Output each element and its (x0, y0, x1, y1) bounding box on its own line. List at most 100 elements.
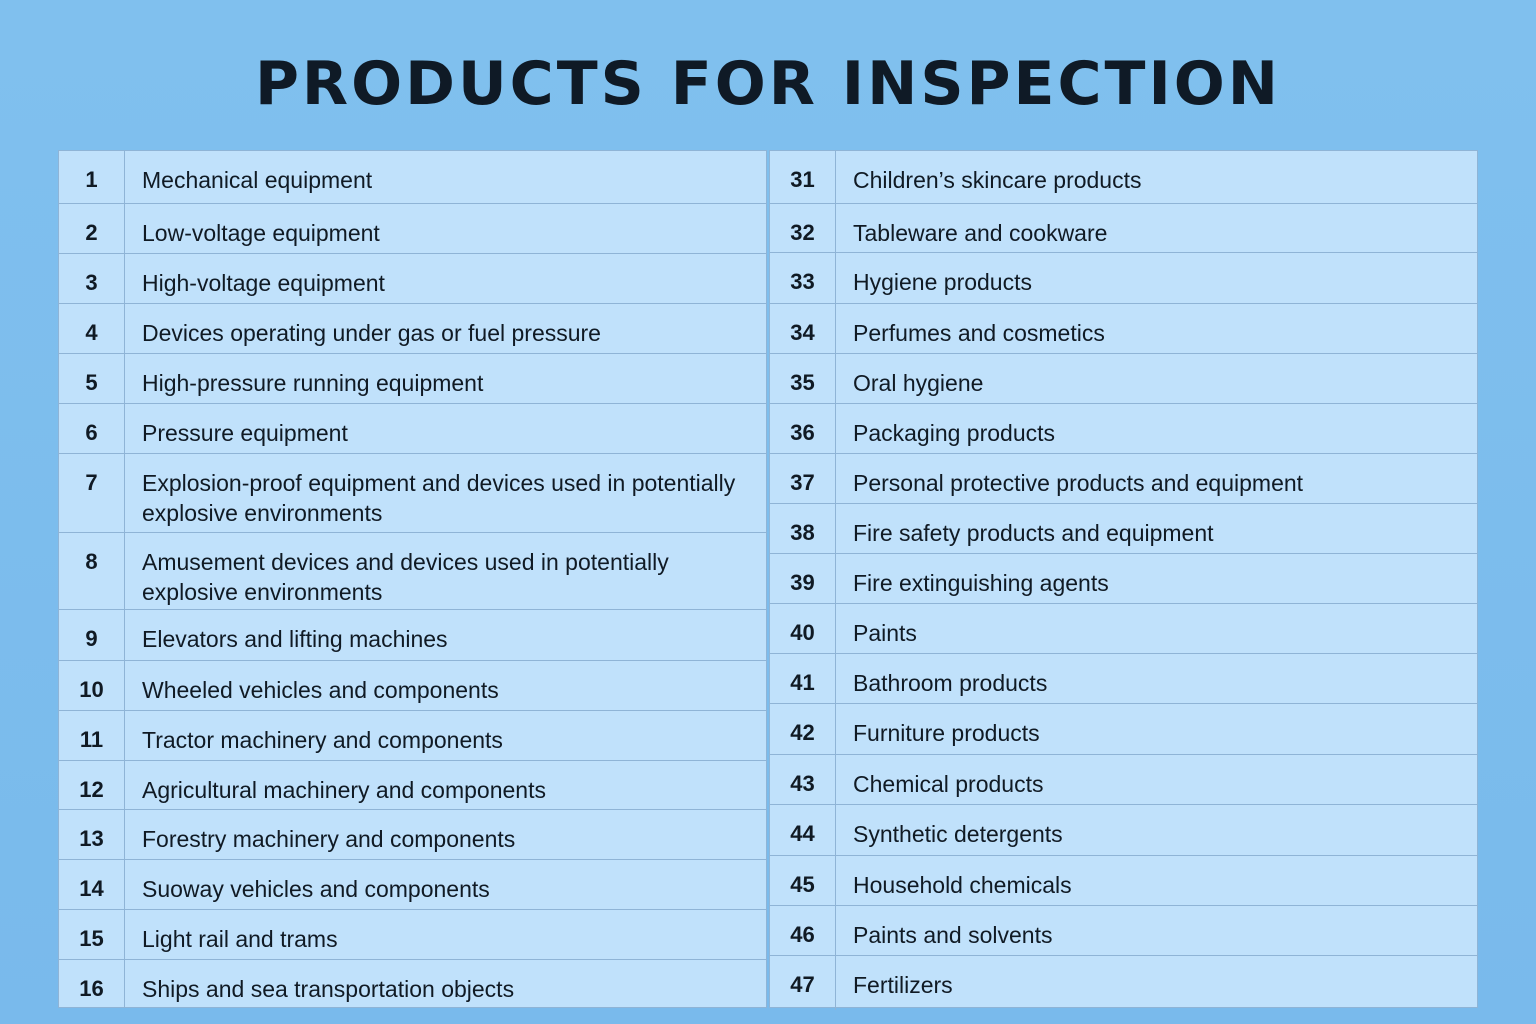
table-row: 31 Children’s skincare products (770, 151, 1477, 204)
row-label: Children’s skincare products (853, 167, 1142, 193)
table-row: 40 Paints (770, 604, 1477, 654)
table-row: 39 Fire extinguishing agents (770, 554, 1477, 604)
row-number: 14 (59, 860, 125, 909)
row-label: Amusement devices and devices used in po… (142, 549, 669, 605)
row-label: Mechanical equipment (142, 167, 373, 193)
row-label: Agricultural machinery and components (142, 777, 546, 803)
row-number: 46 (770, 906, 836, 955)
row-label: Tableware and cookware (853, 220, 1108, 246)
row-label: Fertilizers (853, 972, 953, 998)
row-label: Devices operating under gas or fuel pres… (142, 320, 601, 346)
row-label: Fire safety products and equipment (853, 520, 1214, 546)
row-label: Tractor machinery and components (142, 727, 503, 753)
row-label: Oral hygiene (853, 370, 984, 396)
table-row: 13 Forestry machinery and components (59, 810, 766, 860)
row-number: 33 (770, 253, 836, 303)
table-row: 9 Elevators and lifting machines (59, 610, 766, 661)
row-number: 5 (59, 354, 125, 403)
table-row: 41 Bathroom products (770, 654, 1477, 704)
row-number: 42 (770, 704, 836, 754)
row-label: Pressure equipment (142, 420, 348, 446)
row-number: 12 (59, 761, 125, 809)
row-label: Wheeled vehicles and components (142, 677, 499, 703)
row-label: Suoway vehicles and components (142, 876, 490, 902)
row-number: 15 (59, 910, 125, 959)
row-number: 3 (59, 254, 125, 303)
table-row: 4 Devices operating under gas or fuel pr… (59, 304, 766, 354)
products-column-left: 1 Mechanical equipment 2 Low-voltage equ… (58, 150, 767, 1008)
row-number: 34 (770, 304, 836, 353)
row-number: 4 (59, 304, 125, 353)
row-number: 1 (59, 151, 125, 203)
row-number: 39 (770, 554, 836, 603)
products-column-right: 31 Children’s skincare products 32 Table… (769, 150, 1478, 1010)
row-label: Chemical products (853, 771, 1044, 797)
table-row: 36 Packaging products (770, 404, 1477, 454)
row-label: High-voltage equipment (142, 270, 385, 296)
row-number: 38 (770, 504, 836, 553)
table-row: 37 Personal protective products and equi… (770, 454, 1477, 504)
row-number: 40 (770, 604, 836, 653)
row-number: 31 (770, 151, 836, 203)
row-number: 13 (59, 810, 125, 859)
row-number: 37 (770, 454, 836, 503)
table-row: 38 Fire safety products and equipment (770, 504, 1477, 554)
table-row: 6 Pressure equipment (59, 404, 766, 454)
table-row: 2 Low-voltage equipment (59, 204, 766, 254)
row-number: 7 (59, 454, 125, 532)
row-label: High-pressure running equipment (142, 370, 484, 396)
table-row: 12 Agricultural machinery and components (59, 761, 766, 810)
table-row: 43 Chemical products (770, 755, 1477, 805)
row-number: 43 (770, 755, 836, 804)
table-row: 33 Hygiene products (770, 253, 1477, 304)
row-label: Paints and solvents (853, 922, 1053, 948)
table-row: 7 Explosion-proof equipment and devices … (59, 454, 766, 533)
row-number: 2 (59, 204, 125, 253)
table-row: 46 Paints and solvents (770, 906, 1477, 956)
row-number: 32 (770, 204, 836, 252)
row-label: Paints (853, 620, 917, 646)
table-row: 14 Suoway vehicles and components (59, 860, 766, 910)
table-row: 47 Fertilizers (770, 956, 1477, 1010)
row-label: Bathroom products (853, 670, 1048, 696)
row-number: 41 (770, 654, 836, 703)
row-label: Explosion-proof equipment and devices us… (142, 470, 736, 526)
row-label: Perfumes and cosmetics (853, 320, 1105, 346)
row-label: Synthetic detergents (853, 821, 1063, 847)
table-row: 45 Household chemicals (770, 856, 1477, 906)
row-number: 36 (770, 404, 836, 453)
row-number: 16 (59, 960, 125, 1007)
table-row: 16 Ships and sea transportation objects (59, 960, 766, 1007)
row-number: 9 (59, 610, 125, 660)
row-number: 10 (59, 661, 125, 710)
table-row: 34 Perfumes and cosmetics (770, 304, 1477, 354)
table-row: 11 Tractor machinery and components (59, 711, 766, 761)
row-label: Light rail and trams (142, 926, 338, 952)
row-number: 35 (770, 354, 836, 403)
row-number: 47 (770, 956, 836, 1010)
row-number: 45 (770, 856, 836, 905)
products-table: 1 Mechanical equipment 2 Low-voltage equ… (58, 150, 1478, 1010)
row-label: Hygiene products (853, 269, 1032, 295)
row-label: Forestry machinery and components (142, 826, 516, 852)
row-number: 8 (59, 533, 125, 609)
table-row: 3 High-voltage equipment (59, 254, 766, 304)
table-row: 1 Mechanical equipment (59, 151, 766, 204)
table-row: 32 Tableware and cookware (770, 204, 1477, 253)
row-number: 11 (59, 711, 125, 760)
row-label: Ships and sea transportation objects (142, 976, 515, 1002)
row-number: 6 (59, 404, 125, 453)
row-label: Personal protective products and equipme… (853, 470, 1304, 496)
row-label: Household chemicals (853, 872, 1072, 898)
row-label: Fire extinguishing agents (853, 570, 1109, 596)
page-title: PRODUCTS FOR INSPECTION (254, 49, 1282, 119)
table-row: 44 Synthetic detergents (770, 805, 1477, 856)
row-label: Elevators and lifting machines (142, 626, 448, 652)
row-number: 44 (770, 805, 836, 855)
row-label: Furniture products (853, 720, 1040, 746)
table-row: 42 Furniture products (770, 704, 1477, 755)
table-row: 10 Wheeled vehicles and components (59, 661, 766, 711)
table-row: 8 Amusement devices and devices used in … (59, 533, 766, 610)
table-row: 35 Oral hygiene (770, 354, 1477, 404)
table-row: 5 High-pressure running equipment (59, 354, 766, 404)
